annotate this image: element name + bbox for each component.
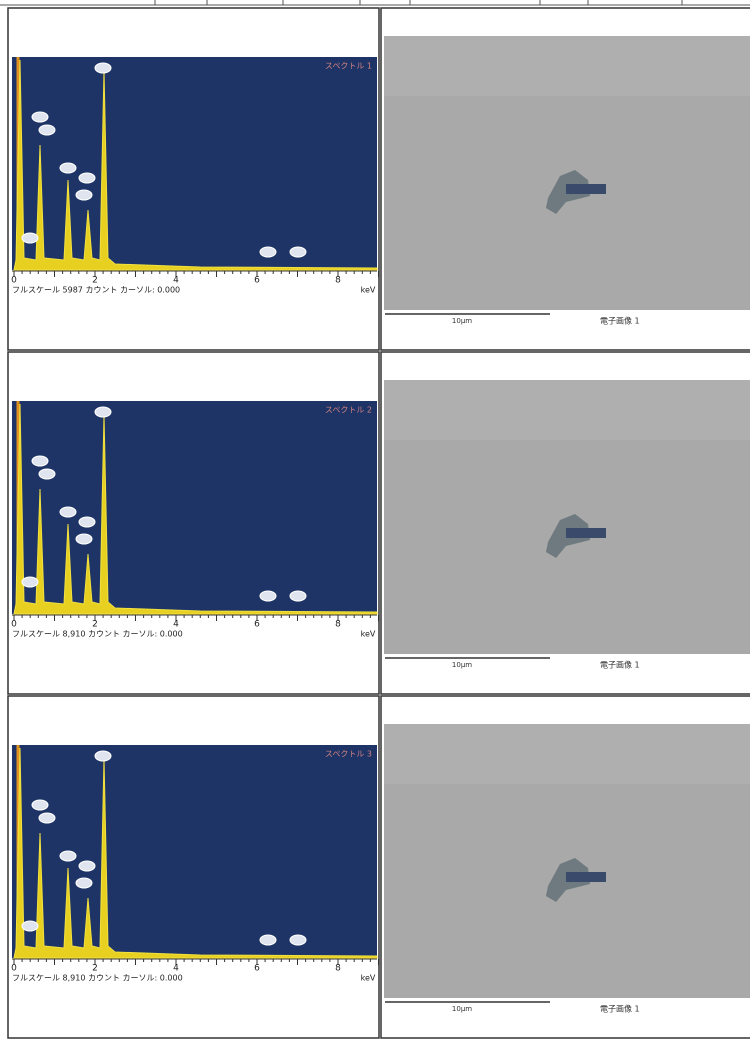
peak-label xyxy=(78,172,96,184)
peak-label xyxy=(289,246,307,258)
spectrum-peaks xyxy=(13,403,378,615)
spectrum-label: スペクトル 2 xyxy=(325,406,372,415)
x-tick-label: 4 xyxy=(173,276,179,286)
sem-shade xyxy=(384,36,750,96)
x-tick-label: 0 xyxy=(11,964,17,974)
peak-label xyxy=(31,111,49,123)
peak-label xyxy=(38,812,56,824)
spectrum-label: スペクトル 3 xyxy=(325,750,372,759)
peak-label xyxy=(259,590,277,602)
peak-label xyxy=(31,799,49,811)
peak-label xyxy=(78,860,96,872)
peak-label xyxy=(259,934,277,946)
x-tick-label: 8 xyxy=(335,964,341,974)
spectrum-footer: フルスケール 8,910 カウント カーソル: 0.000 xyxy=(12,630,183,639)
cell xyxy=(380,695,750,1039)
scale-label: 10µm xyxy=(452,317,472,325)
spectrum-peaks xyxy=(13,747,378,959)
table-row: スペクトル 2 0 2 4 6 8 keV フルスケール 8,910 カウント カーソル: 0… xyxy=(7,351,750,695)
x-tick-label: 0 xyxy=(11,276,17,286)
peak-label xyxy=(59,162,77,174)
peak-label xyxy=(38,468,56,480)
x-tick-label: 8 xyxy=(335,620,341,630)
peak-label xyxy=(75,877,93,889)
particle-label xyxy=(566,872,606,882)
particle-label xyxy=(566,184,606,194)
x-tick-label: 6 xyxy=(254,276,260,286)
scale-label: 10µm xyxy=(452,1005,472,1013)
peak-label xyxy=(259,246,277,258)
peak-label xyxy=(289,934,307,946)
peak-label xyxy=(78,516,96,528)
spectrum-peaks xyxy=(13,59,378,271)
x-tick-label: 6 xyxy=(254,620,260,630)
unit-label: keV xyxy=(361,630,376,639)
cell xyxy=(7,695,380,1039)
peak-label xyxy=(289,590,307,602)
peak-label xyxy=(38,124,56,136)
unit-label: keV xyxy=(361,286,376,295)
peak-label xyxy=(75,533,93,545)
peak-label xyxy=(21,920,39,932)
particle-label xyxy=(566,528,606,538)
spectrum-footer: フルスケール 8,910 カウント カーソル: 0.000 xyxy=(12,974,183,983)
x-tick-label: 2 xyxy=(92,620,98,630)
x-tick-label: 8 xyxy=(335,276,341,286)
sem-shade xyxy=(384,380,750,440)
scale-label: 10µm xyxy=(452,661,472,669)
x-tick-label: 0 xyxy=(11,620,17,630)
x-tick-label: 4 xyxy=(173,964,179,974)
peak-label xyxy=(21,232,39,244)
spectrum-label: スペクトル 1 xyxy=(325,62,372,71)
peak-label xyxy=(75,189,93,201)
image-caption: 電子画像 1 xyxy=(600,1004,640,1014)
peak-label xyxy=(59,850,77,862)
peak-label xyxy=(59,506,77,518)
table-row: スペクトル 1 0 2 4 6 8 keV フルスケール 5987 カウント カーソル: 0.… xyxy=(7,7,750,351)
cell xyxy=(7,351,380,695)
image-caption: 電子画像 1 xyxy=(600,660,640,670)
x-tick-label: 4 xyxy=(173,620,179,630)
sem-shade xyxy=(384,724,750,784)
peak-label xyxy=(94,750,112,762)
table-row: スペクトル 3 0 2 4 6 8 keV フルスケール 8,910 カウント カーソル: 0… xyxy=(7,695,750,1039)
peak-label xyxy=(31,455,49,467)
unit-label: keV xyxy=(361,974,376,983)
cell xyxy=(380,7,750,351)
peak-label xyxy=(94,62,112,74)
cell xyxy=(380,351,750,695)
header-strip xyxy=(0,0,750,6)
spectrum-footer: フルスケール 5987 カウント カーソル: 0.000 xyxy=(12,286,180,295)
image-caption: 電子画像 1 xyxy=(600,316,640,326)
x-tick-label: 2 xyxy=(92,964,98,974)
peak-label xyxy=(21,576,39,588)
peak-label xyxy=(94,406,112,418)
x-tick-label: 6 xyxy=(254,964,260,974)
x-tick-label: 2 xyxy=(92,276,98,286)
cell xyxy=(7,7,380,351)
